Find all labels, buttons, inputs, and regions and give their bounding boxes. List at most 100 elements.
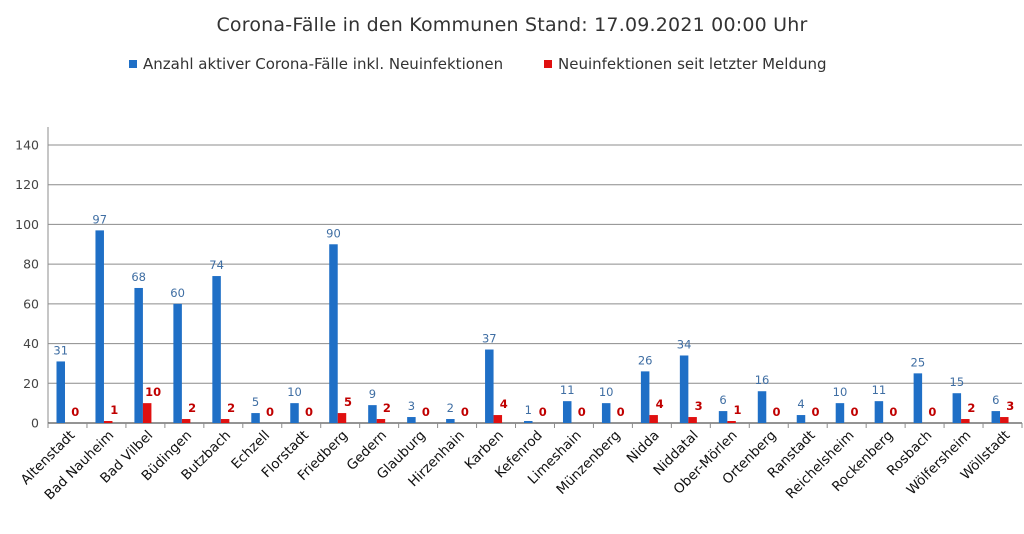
data-label-active-cases: 11: [560, 383, 575, 397]
bar-active-cases: [562, 401, 572, 423]
bar-new-infections: [961, 419, 970, 423]
data-label-new-infections: 4: [656, 397, 664, 411]
data-label-new-infections: 0: [811, 405, 819, 419]
data-label-new-infections: 2: [383, 401, 391, 415]
data-label-new-infections: 0: [928, 405, 936, 419]
legend: Anzahl aktiver Corona-Fälle inkl. Neuinf…: [0, 55, 1024, 75]
data-label-active-cases: 1: [525, 403, 532, 417]
data-label-active-cases: 25: [911, 355, 926, 369]
data-label-new-infections: 0: [266, 405, 274, 419]
data-label-active-cases: 10: [599, 385, 614, 399]
y-tick-label: 20: [23, 376, 39, 391]
data-label-new-infections: 0: [578, 405, 586, 419]
data-label-new-infections: 2: [188, 401, 196, 415]
bar-active-cases: [601, 403, 611, 423]
bar-active-cases: [796, 415, 806, 423]
data-label-active-cases: 74: [209, 258, 224, 272]
data-label-new-infections: 10: [145, 385, 161, 399]
y-tick-label: 0: [31, 416, 39, 431]
data-label-active-cases: 68: [131, 270, 146, 284]
bar-active-cases: [407, 417, 416, 423]
bar-new-infections: [727, 421, 736, 423]
data-label-active-cases: 10: [287, 385, 302, 399]
bar-active-cases: [290, 403, 299, 423]
y-tick-label: 140: [15, 138, 39, 153]
data-label-active-cases: 2: [447, 401, 454, 415]
legend-item-active-cases: Anzahl aktiver Corona-Fälle inkl. Neuinf…: [129, 55, 503, 73]
bar-active-cases: [757, 391, 767, 423]
bar-active-cases: [485, 349, 494, 423]
data-label-active-cases: 3: [408, 399, 415, 413]
bar-active-cases: [329, 244, 338, 423]
bar-new-infections: [493, 415, 503, 423]
data-label-new-infections: 0: [71, 405, 79, 419]
legend-item-new-infections: Neuinfektionen seit letzter Meldung: [544, 55, 827, 73]
data-label-new-infections: 3: [695, 399, 703, 413]
data-label-new-infections: 3: [1006, 399, 1014, 413]
bar-new-infections: [142, 403, 152, 423]
bar-new-infections: [337, 413, 347, 423]
bar-active-cases: [56, 361, 65, 423]
bar-active-cases: [173, 303, 182, 423]
bar-active-cases: [679, 355, 689, 423]
data-label-active-cases: 16: [755, 373, 770, 387]
bar-new-infections: [1000, 417, 1009, 423]
y-tick-label: 100: [15, 217, 39, 232]
data-label-new-infections: 5: [344, 395, 352, 409]
chart-title: Corona-Fälle in den Kommunen Stand: 17.0…: [216, 14, 808, 36]
data-label-active-cases: 6: [719, 393, 726, 407]
data-label-active-cases: 34: [677, 337, 692, 351]
bar-new-infections: [103, 421, 113, 423]
bar-new-infections: [649, 415, 658, 423]
bar-active-cases: [835, 403, 845, 423]
data-label-active-cases: 10: [833, 385, 848, 399]
bar-new-infections: [181, 419, 191, 423]
legend-label-active-cases: Anzahl aktiver Corona-Fälle inkl. Neuinf…: [143, 55, 504, 73]
data-label-new-infections: 0: [889, 405, 897, 419]
y-tick-label: 80: [23, 257, 39, 272]
data-label-new-infections: 0: [850, 405, 858, 419]
data-label-active-cases: 9: [369, 387, 376, 401]
bar-new-infections: [688, 417, 697, 423]
bar-new-infections: [220, 419, 230, 423]
data-label-active-cases: 4: [797, 397, 804, 411]
bar-active-cases: [446, 419, 455, 423]
bar-new-infections: [376, 419, 386, 423]
data-label-new-infections: 2: [227, 401, 235, 415]
bar-active-cases: [913, 373, 923, 423]
y-tick-label: 120: [15, 177, 39, 192]
data-label-active-cases: 97: [92, 212, 107, 226]
bar-active-cases: [952, 393, 962, 423]
data-label-active-cases: 11: [872, 383, 887, 397]
data-label-active-cases: 60: [170, 286, 185, 300]
y-tick-label: 60: [23, 296, 39, 311]
bar-active-cases: [874, 401, 884, 423]
data-label-active-cases: 6: [992, 393, 999, 407]
data-label-active-cases: 26: [638, 353, 653, 367]
data-label-active-cases: 15: [950, 375, 965, 389]
legend-label-new-infections: Neuinfektionen seit letzter Meldung: [558, 55, 827, 73]
bar-active-cases: [991, 411, 1001, 423]
data-label-new-infections: 0: [617, 405, 625, 419]
bar-active-cases: [251, 413, 260, 423]
bar-active-cases: [640, 371, 650, 423]
data-label-active-cases: 5: [252, 395, 259, 409]
data-label-new-infections: 0: [539, 405, 547, 419]
data-label-new-infections: 4: [500, 397, 508, 411]
x-category-label: Reichelsheim: [783, 428, 858, 503]
data-label-new-infections: 0: [422, 405, 430, 419]
data-label-active-cases: 37: [482, 332, 497, 346]
data-label-new-infections: 2: [967, 401, 975, 415]
data-label-active-cases: 31: [53, 343, 68, 357]
bar-active-cases: [95, 230, 104, 423]
bar-active-cases: [524, 421, 533, 423]
legend-swatch-red: [544, 60, 552, 68]
data-label-new-infections: 0: [305, 405, 313, 419]
y-tick-label: 40: [23, 336, 39, 351]
legend-swatch-blue: [129, 60, 137, 68]
bar-active-cases: [718, 411, 728, 423]
bar-active-cases: [134, 287, 143, 423]
data-label-active-cases: 90: [326, 226, 341, 240]
data-label-new-infections: 1: [110, 403, 118, 417]
